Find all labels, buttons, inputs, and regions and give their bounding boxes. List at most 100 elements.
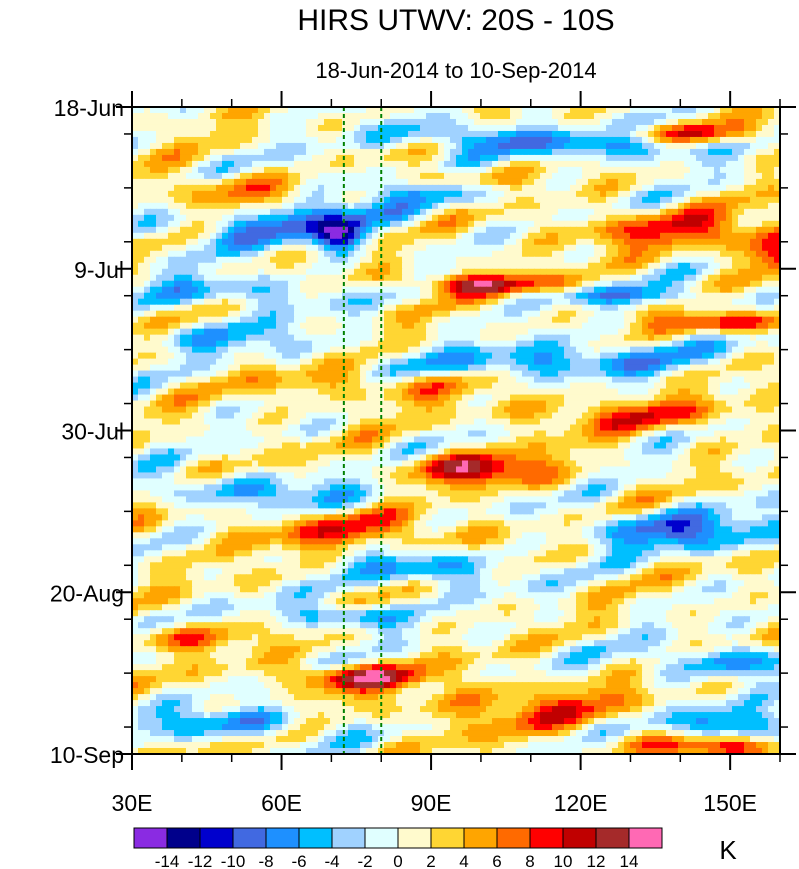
- field-cell: [450, 364, 457, 372]
- field-cell: [654, 184, 661, 192]
- field-cell: [324, 142, 331, 150]
- field-cell: [276, 190, 283, 198]
- field-cell: [408, 316, 415, 324]
- field-cell: [774, 178, 780, 186]
- field-cell: [234, 310, 241, 318]
- field-cell: [594, 316, 601, 324]
- field-cell: [204, 107, 211, 114]
- field-cell: [174, 250, 181, 258]
- field-cell: [588, 346, 595, 354]
- field-cell: [600, 376, 607, 384]
- field-cell: [540, 124, 547, 132]
- field-cell: [630, 286, 637, 294]
- field-cell: [726, 190, 733, 198]
- field-cell: [432, 244, 439, 252]
- field-cell: [498, 130, 505, 138]
- field-cell: [282, 268, 289, 276]
- field-cell: [588, 136, 595, 144]
- field-cell: [522, 232, 529, 240]
- field-cell: [438, 244, 445, 252]
- field-cell: [570, 118, 577, 126]
- field-cell: [414, 172, 421, 180]
- field-cell: [408, 352, 415, 360]
- field-cell: [654, 376, 661, 384]
- field-cell: [408, 112, 415, 120]
- field-cell: [486, 328, 493, 336]
- field-cell: [282, 130, 289, 138]
- field-cell: [240, 322, 247, 330]
- field-cell: [450, 346, 457, 354]
- field-cell: [180, 352, 187, 360]
- field-cell: [612, 298, 619, 306]
- field-cell: [216, 298, 223, 306]
- field-cell: [282, 220, 289, 228]
- field-cell: [288, 358, 295, 366]
- field-cell: [258, 184, 265, 192]
- field-cell: [312, 328, 319, 336]
- field-cell: [642, 118, 649, 126]
- field-cell: [396, 118, 403, 126]
- field-cell: [594, 160, 601, 168]
- field-cell: [246, 142, 253, 150]
- field-cell: [558, 262, 565, 270]
- field-cell: [666, 256, 673, 264]
- field-cell: [534, 160, 541, 168]
- field-cell: [750, 172, 757, 180]
- field-cell: [516, 148, 523, 156]
- field-cell: [666, 142, 673, 150]
- field-cell: [312, 262, 319, 270]
- field-cell: [216, 172, 223, 180]
- field-cell: [726, 304, 733, 312]
- field-cell: [138, 238, 145, 246]
- field-cell: [444, 160, 451, 168]
- field-cell: [768, 268, 775, 276]
- field-cell: [336, 190, 343, 198]
- field-cell: [270, 340, 277, 348]
- field-cell: [282, 310, 289, 318]
- field-cell: [174, 244, 181, 252]
- field-cell: [600, 142, 607, 150]
- field-cell: [366, 232, 373, 240]
- field-cell: [276, 352, 283, 360]
- field-cell: [342, 280, 349, 288]
- field-cell: [516, 196, 523, 204]
- field-cell: [498, 376, 505, 384]
- field-cell: [558, 370, 565, 378]
- field-cell: [390, 107, 397, 114]
- field-cell: [420, 364, 427, 372]
- field-cell: [228, 280, 235, 288]
- field-cell: [282, 238, 289, 246]
- field-cell: [174, 340, 181, 348]
- field-cell: [672, 112, 679, 120]
- field-cell: [186, 238, 193, 246]
- field-cell: [504, 280, 511, 288]
- field-cell: [306, 154, 313, 162]
- field-cell: [180, 256, 187, 264]
- field-cell: [588, 304, 595, 312]
- field-cell: [282, 232, 289, 240]
- field-cell: [768, 136, 775, 144]
- field-cell: [588, 298, 595, 306]
- field-cell: [300, 274, 307, 282]
- field-cell: [642, 136, 649, 144]
- field-cell: [438, 250, 445, 258]
- field-cell: [264, 154, 271, 162]
- field-cell: [198, 256, 205, 264]
- field-cell: [744, 268, 751, 276]
- field-cell: [240, 340, 247, 348]
- field-cell: [582, 358, 589, 366]
- field-cell: [714, 334, 721, 342]
- field-cell: [222, 130, 229, 138]
- field-cell: [564, 232, 571, 240]
- field-cell: [510, 178, 517, 186]
- field-cell: [348, 286, 355, 294]
- field-cell: [570, 358, 577, 366]
- field-cell: [396, 322, 403, 330]
- field-cell: [510, 358, 517, 366]
- field-cell: [180, 166, 187, 174]
- field-cell: [750, 286, 757, 294]
- field-cell: [228, 334, 235, 342]
- field-cell: [498, 190, 505, 198]
- field-cell: [666, 364, 673, 372]
- field-cell: [690, 316, 697, 324]
